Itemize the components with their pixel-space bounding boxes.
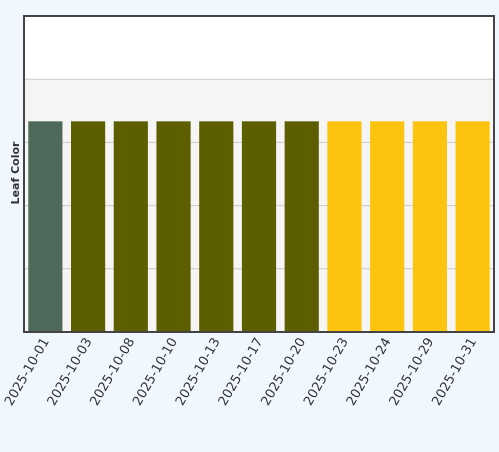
bar[interactable]: [284, 121, 319, 332]
bar[interactable]: [455, 121, 490, 332]
bars: [28, 121, 490, 332]
x-tick-label: 2025-10-23: [301, 336, 352, 409]
x-tick-label: 2025-10-17: [216, 336, 267, 409]
bar[interactable]: [327, 121, 362, 332]
x-tick-label: 2025-10-10: [130, 336, 181, 409]
plot-frame: [23, 15, 495, 333]
bar[interactable]: [199, 121, 234, 332]
x-tick-label: 2025-10-13: [173, 336, 224, 409]
bar[interactable]: [241, 121, 277, 332]
x-tick-label: 2025-10-03: [45, 336, 96, 409]
bar[interactable]: [113, 121, 148, 332]
x-tick-label: 2025-10-31: [429, 336, 480, 409]
bar[interactable]: [71, 121, 106, 332]
bar[interactable]: [28, 121, 63, 332]
x-tick-labels: 2025-10-012025-10-032025-10-082025-10-10…: [2, 336, 480, 409]
x-tick-label: 2025-10-20: [258, 336, 309, 409]
bar[interactable]: [370, 121, 405, 332]
x-tick-label: 2025-10-01: [2, 336, 53, 409]
bar[interactable]: [412, 121, 447, 332]
y-axis-label: Leaf Color: [9, 141, 22, 204]
bar[interactable]: [156, 121, 191, 332]
x-tick-label: 2025-10-29: [387, 336, 438, 409]
x-tick-label: 2025-10-08: [88, 336, 139, 409]
x-tick-label: 2025-10-24: [344, 336, 395, 409]
